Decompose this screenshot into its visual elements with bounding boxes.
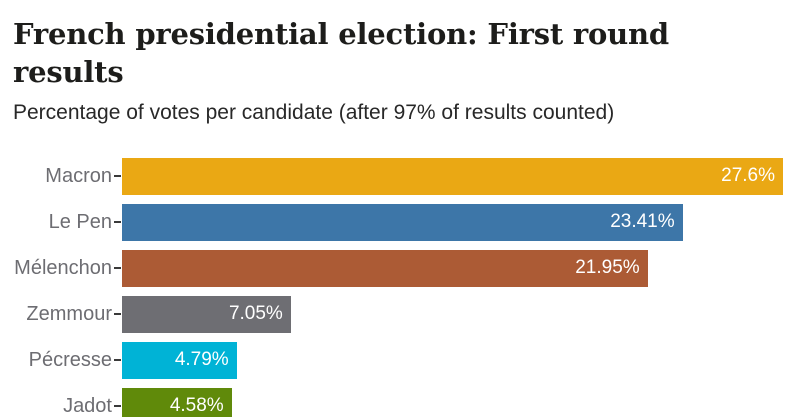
chart-title: French presidential election: First roun…	[13, 17, 669, 89]
axis-tick-dash	[113, 359, 121, 362]
axis-tick	[112, 267, 122, 270]
bar-value-label: 7.05%	[228, 303, 283, 325]
chart-row: Macron 27.6%	[0, 157, 793, 195]
chart-row: Pécresse 4.79%	[0, 341, 793, 379]
category-label: Macron	[45, 164, 112, 187]
bar-area: 4.79%	[122, 341, 783, 379]
bar-value-label: 4.58%	[169, 395, 224, 417]
chart-row: Jadot 4.58%	[0, 387, 793, 417]
bar-mlenchon: 21.95%	[122, 249, 648, 287]
axis-tick-dash	[113, 221, 121, 224]
chart-row: Zemmour 7.05%	[0, 295, 793, 333]
axis-tick-dash	[113, 267, 121, 270]
bar-value-label: 21.95%	[575, 257, 640, 279]
axis-tick	[112, 221, 122, 224]
bar-macron: 27.6%	[122, 157, 783, 195]
axis-tick	[112, 313, 122, 316]
bar-area: 21.95%	[122, 249, 783, 287]
axis-tick-dash	[113, 175, 121, 178]
category-label: Le Pen	[48, 210, 112, 233]
axis-tick	[112, 359, 122, 362]
bar-area: 23.41%	[122, 203, 783, 241]
bar-jadot: 4.58%	[122, 387, 232, 417]
chart-subtitle: Percentage of votes per candidate (after…	[13, 101, 615, 125]
bar-value-label: 23.41%	[610, 211, 675, 233]
bar-area: 4.58%	[122, 387, 783, 417]
bar-zemmour: 7.05%	[122, 295, 291, 333]
bar-value-label: 27.6%	[721, 165, 775, 187]
category-label: Jadot	[63, 394, 112, 417]
category-label: Mélenchon	[14, 256, 112, 279]
axis-tick-dash	[113, 313, 121, 316]
bar-chart: Macron 27.6% Le Pen 23.41% Mélenchon 21.95% Ze…	[0, 157, 793, 417]
bar-lepen: 23.41%	[122, 203, 683, 241]
axis-tick	[112, 175, 122, 178]
axis-tick	[112, 405, 122, 408]
chart-header: French presidential election: First roun…	[0, 0, 793, 127]
chart-row: Mélenchon 21.95%	[0, 249, 793, 287]
chart-row: Le Pen 23.41%	[0, 203, 793, 241]
category-label: Pécresse	[28, 348, 112, 371]
bar-area: 27.6%	[122, 157, 783, 195]
bar-pcresse: 4.79%	[122, 341, 237, 379]
category-label: Zemmour	[26, 302, 112, 325]
bar-value-label: 4.79%	[174, 349, 229, 371]
axis-tick-dash	[113, 405, 121, 408]
bar-area: 7.05%	[122, 295, 783, 333]
